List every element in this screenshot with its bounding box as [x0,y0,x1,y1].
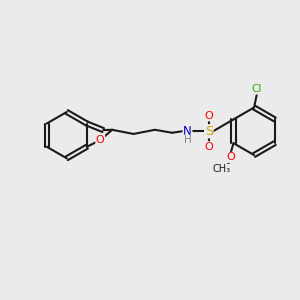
Text: O: O [226,152,235,162]
Text: S: S [205,125,213,138]
Text: H: H [184,135,191,145]
Text: N: N [183,125,192,138]
Text: O: O [96,135,105,145]
Text: O: O [205,111,213,121]
Text: O: O [205,142,213,152]
Text: CH₃: CH₃ [212,164,231,174]
Text: Cl: Cl [252,84,262,94]
